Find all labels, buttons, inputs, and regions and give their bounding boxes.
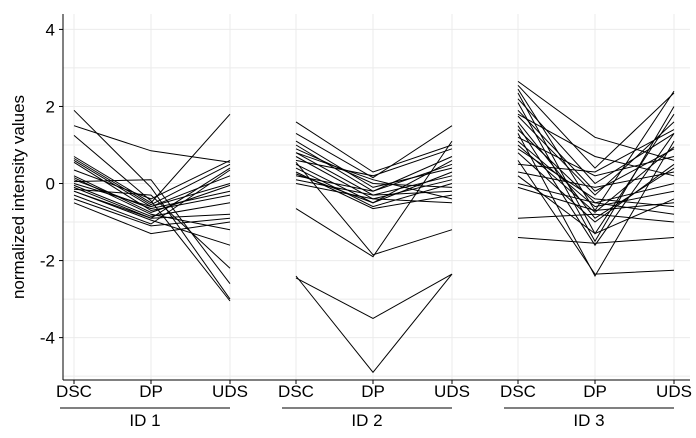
panel-2-series-8 [295,148,453,177]
panel-1-series-15 [73,188,231,269]
panel-2-series-15 [295,140,453,258]
panel-2-series-2 [295,125,453,179]
y-axis-title: normalized intensity values [9,95,28,299]
y-tick-label: 0 [46,175,55,194]
x-tick-label: DP [583,382,607,401]
x-tick-label: UDS [212,382,248,401]
x-tick-label: DP [361,382,385,401]
panel-1-series-10 [73,177,231,231]
grid [63,14,690,380]
series-lines [73,80,675,374]
x-tick-label: DSC [278,382,314,401]
panel-1-series-5 [73,158,231,206]
panel-3-series-26 [517,129,675,173]
panel-3-series-21 [517,183,675,215]
panel-1-series-1 [73,109,231,300]
panel-1-series-20 [73,167,231,219]
y-tick-label: 2 [46,97,55,116]
panel-3-series-17 [517,152,675,223]
panel-3-series-13 [517,133,675,278]
panel-3-series-5 [517,98,675,185]
panel-1-series-3 [73,135,231,302]
panel-label: ID 3 [573,411,604,430]
panel-2-series-17 [295,273,453,319]
panel-2-series-11 [295,171,453,210]
panel-3-series-9 [517,115,675,196]
panel-3-series-18 [517,160,675,275]
panel-1-series-13 [73,184,231,217]
panel-2-series-1 [295,121,453,173]
panel-2-series-20 [295,159,453,204]
panel-3-series-15 [517,140,675,208]
panel-3-series-2 [517,84,675,169]
x-tick-label: UDS [656,382,692,401]
panel-2-series-12 [295,163,453,192]
panel-2-series-19 [295,152,453,200]
panel-2-series-18 [295,273,453,374]
axes [62,14,690,381]
y-ticks: 4 2 0 -2 -4 [40,20,63,348]
panel-3-series-19 [517,171,675,188]
y-tick-label: -4 [40,329,55,348]
panel-3-series-22 [517,186,675,212]
panel-1-series-21 [73,179,231,210]
panel-1-series-11 [73,179,231,285]
panel-1-series-17 [73,169,231,225]
panel-1-series-18 [73,198,231,227]
panel-label: ID 2 [351,411,382,430]
panel-1-series-7 [73,161,231,212]
x-tick-label: UDS [434,382,470,401]
panel-3-series-14 [517,136,675,177]
panel-1-series-4 [73,113,231,204]
x-tick-label: DSC [500,382,536,401]
panel-1-series-19 [73,202,231,235]
x-ticks: DSC DP UDS DSC DP UDS DSC DP UDS [56,380,692,401]
panel-1-series-16 [73,190,231,246]
x-tick-label: DP [139,382,163,401]
panel-label: ID 1 [129,411,160,430]
panel-2-series-16 [295,161,453,256]
panel-3-series-6 [517,102,675,243]
panel-1-series-9 [73,175,231,213]
panel-3-series-16 [517,148,675,208]
panel-3-series-24 [517,237,675,244]
panel-1-series-2 [73,125,231,163]
panel-labels: ID 1 ID 2 ID 3 [60,407,674,430]
panel-1-series-8 [73,159,231,200]
panel-2-series-14 [295,179,453,200]
y-tick-label: -2 [40,252,55,271]
panel-3-series-4 [517,92,675,235]
panel-3-series-25 [517,144,675,214]
panel-3-series-23 [517,213,675,223]
panel-3-series-1 [517,80,675,161]
x-tick-label: DSC [56,382,92,401]
y-tick-label: 4 [46,20,55,39]
